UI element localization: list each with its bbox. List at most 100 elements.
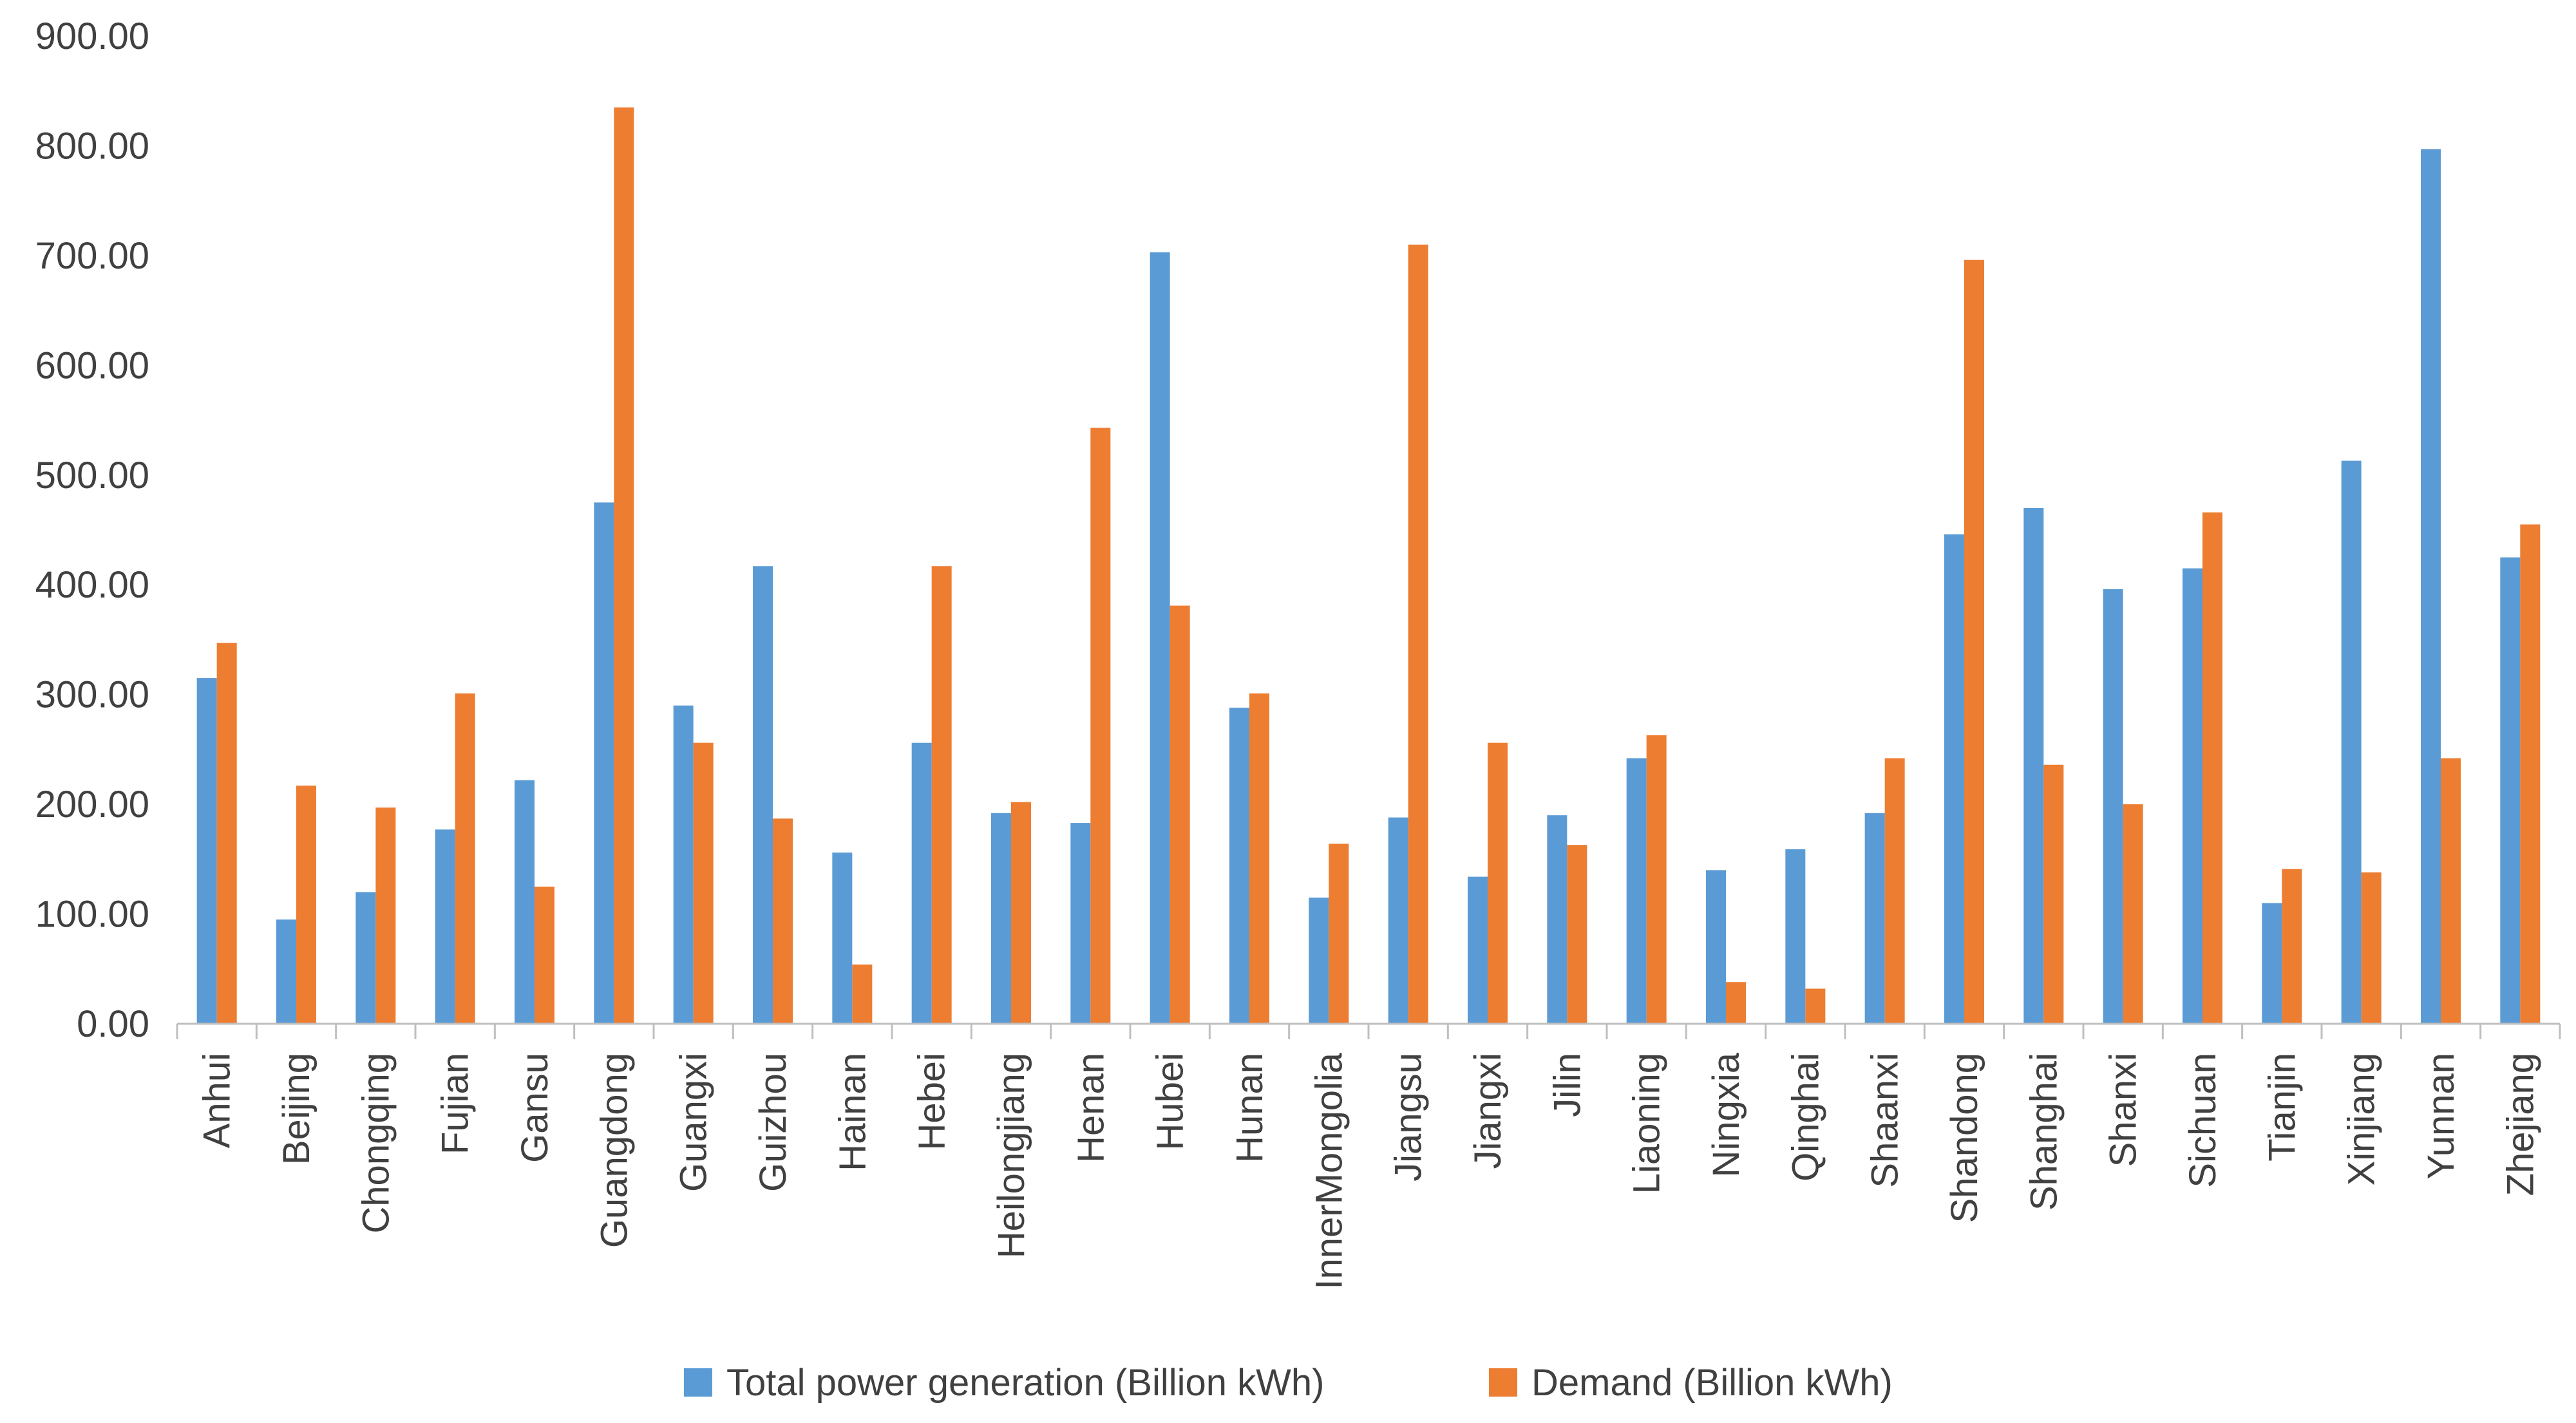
bar[interactable]: Guizhou: 187: [773, 818, 793, 1024]
bar[interactable]: Shaanxi: 192: [1864, 813, 1885, 1024]
x-tick-label: Shanghai: [2023, 1053, 2065, 1211]
bar[interactable]: Beijing: 217: [296, 786, 316, 1024]
bar[interactable]: Jiangsu: 710: [1408, 244, 1428, 1024]
bar[interactable]: Anhui: 315: [196, 678, 217, 1024]
bar[interactable]: Qinghai: 32: [1805, 988, 1826, 1024]
x-tick-label: Beijing: [276, 1053, 317, 1165]
x-tick-label: Heilongjiang: [990, 1053, 1032, 1258]
bar[interactable]: Qinghai: 159: [1785, 849, 1806, 1024]
bar[interactable]: Shanghai: 470: [2023, 507, 2044, 1024]
bar[interactable]: Heilongjiang: 202: [1011, 802, 1031, 1024]
x-axis: Anhui Beijing Chongqing Fujian Gansu Guangdon…: [176, 1022, 2561, 1290]
x-tick-label: Xinjiang: [2341, 1053, 2383, 1185]
x-tick-label: Sichuan: [2182, 1053, 2224, 1188]
x-tick-label: Hubei: [1150, 1053, 1191, 1151]
bar[interactable]: Ningxia: 140: [1706, 870, 1726, 1024]
bar[interactable]: Chongqing: 120: [355, 892, 376, 1024]
x-tick-label: Chongqing: [355, 1053, 397, 1234]
x-tick-label: Zhejiang: [2499, 1053, 2541, 1196]
bar[interactable]: Jilin: 190: [1547, 815, 1567, 1024]
y-tick-label: 300.00: [35, 674, 149, 716]
bar[interactable]: Hainan: 54: [852, 964, 873, 1024]
bar[interactable]: Tianjin: 110: [2262, 903, 2282, 1024]
x-tick-label: Ningxia: [1705, 1052, 1747, 1177]
legend-label: Demand (Billion kWh): [1531, 1362, 1893, 1404]
bar[interactable]: Jiangsu: 188: [1388, 817, 1408, 1024]
bar[interactable]: Guangxi: 290: [673, 705, 694, 1024]
bar[interactable]: Shandong: 446: [1944, 534, 1964, 1024]
y-tick-label: 200.00: [35, 784, 149, 825]
x-tick-label: Hainan: [831, 1053, 873, 1171]
x-tick-label: Guangxi: [673, 1053, 715, 1192]
bar[interactable]: Gansu: 222: [515, 780, 535, 1024]
bar[interactable]: Hubei: 381: [1170, 605, 1190, 1024]
y-axis: 0.00 100.00 200.00 300.00 400.00 500.00 600.00…: [35, 15, 149, 1045]
bar[interactable]: Hubei: 703: [1150, 252, 1170, 1024]
series-generation: Anhui: 315 Beijing: 95 Chongqing: 120 Fujia…: [196, 149, 2521, 1024]
bar[interactable]: Guizhou: 417: [753, 566, 773, 1024]
x-tick-label: Shaanxi: [1864, 1053, 1906, 1188]
x-tick-label: Guizhou: [752, 1053, 794, 1192]
x-tick-label: Qinghai: [1785, 1053, 1826, 1182]
x-tick-label: Jiangxi: [1467, 1053, 1509, 1169]
bar[interactable]: Hebei: 417: [931, 566, 952, 1024]
y-tick-label: 400.00: [35, 564, 149, 606]
y-tick-label: 500.00: [35, 455, 149, 496]
bar[interactable]: InnerMongolia: 115: [1309, 897, 1329, 1024]
bars: Anhui: 315 Beijing: 95 Chongqing: 120 Fujia…: [196, 107, 2541, 1024]
bar[interactable]: Jiangxi: 134: [1468, 876, 1488, 1024]
bar[interactable]: Shandong: 696: [1964, 259, 1984, 1024]
x-tick-label: Yunnan: [2420, 1053, 2462, 1180]
bar[interactable]: Gansu: 125: [535, 886, 554, 1024]
bar[interactable]: Shaanxi: 242: [1884, 758, 1905, 1024]
bar[interactable]: Tianjin: 141: [2282, 869, 2302, 1024]
x-tick-label: Fujian: [435, 1053, 477, 1154]
bar[interactable]: Guangdong: 475: [594, 502, 614, 1024]
bar[interactable]: Chongqing: 197: [375, 807, 396, 1024]
bar[interactable]: Shanxi: 396: [2103, 589, 2123, 1024]
bar[interactable]: InnerMongolia: 164: [1329, 843, 1349, 1024]
y-tick-label: 0.00: [77, 1003, 149, 1045]
bar[interactable]: Jiangxi: 256: [1488, 742, 1508, 1024]
series-demand: Anhui: 347 Beijing: 217 Chongqing: 197 Fuji…: [216, 107, 2541, 1024]
bar[interactable]: Fujian: 177: [435, 829, 455, 1024]
bar[interactable]: Zhejiang: 455: [2520, 524, 2541, 1024]
bar[interactable]: Beijing: 95: [276, 919, 296, 1024]
bar[interactable]: Hunan: 301: [1249, 693, 1269, 1024]
x-tick-label: Henan: [1070, 1053, 1112, 1163]
x-tick-label: Gansu: [514, 1053, 556, 1163]
bar[interactable]: Guangdong: 835: [614, 107, 634, 1024]
bar[interactable]: Hebei: 256: [911, 742, 932, 1024]
legend-swatch: [684, 1368, 712, 1397]
bar[interactable]: Liaoning: 263: [1646, 735, 1667, 1024]
x-tick-label: Guangdong: [593, 1053, 635, 1248]
bar[interactable]: Zhejiang: 425: [2500, 557, 2521, 1024]
bar[interactable]: Anhui: 347: [216, 643, 237, 1024]
y-tick-label: 700.00: [35, 235, 149, 277]
bar[interactable]: Sichuan: 415: [2183, 568, 2202, 1024]
bar[interactable]: Guangxi: 256: [693, 742, 714, 1024]
bar[interactable]: Shanghai: 236: [2043, 764, 2064, 1024]
bar[interactable]: Sichuan: 466: [2202, 512, 2222, 1024]
legend-label: Total power generation (Billion kWh): [726, 1362, 1324, 1404]
bar[interactable]: Yunnan: 242: [2441, 758, 2461, 1024]
y-tick-label: 100.00: [35, 894, 149, 936]
bar[interactable]: Jilin: 163: [1567, 845, 1587, 1024]
bar[interactable]: Liaoning: 242: [1626, 758, 1647, 1024]
bar[interactable]: Xinjiang: 138: [2361, 872, 2382, 1024]
y-tick-label: 900.00: [35, 15, 149, 57]
bar[interactable]: Hainan: 156: [832, 853, 853, 1024]
bar[interactable]: Hunan: 288: [1229, 708, 1249, 1024]
bar[interactable]: Xinjiang: 513: [2341, 460, 2362, 1024]
bar[interactable]: Shanxi: 200: [2123, 804, 2143, 1024]
bar[interactable]: Henan: 183: [1070, 823, 1091, 1024]
bar[interactable]: Yunnan: 797: [2421, 149, 2441, 1024]
bar[interactable]: Fujian: 301: [455, 693, 475, 1024]
bar[interactable]: Ningxia: 38: [1726, 982, 1746, 1024]
x-tick-label: Jiangsu: [1388, 1053, 1430, 1182]
x-tick-label: Anhui: [196, 1053, 238, 1148]
bar[interactable]: Henan: 543: [1090, 428, 1111, 1024]
bar[interactable]: Heilongjiang: 192: [991, 813, 1011, 1024]
